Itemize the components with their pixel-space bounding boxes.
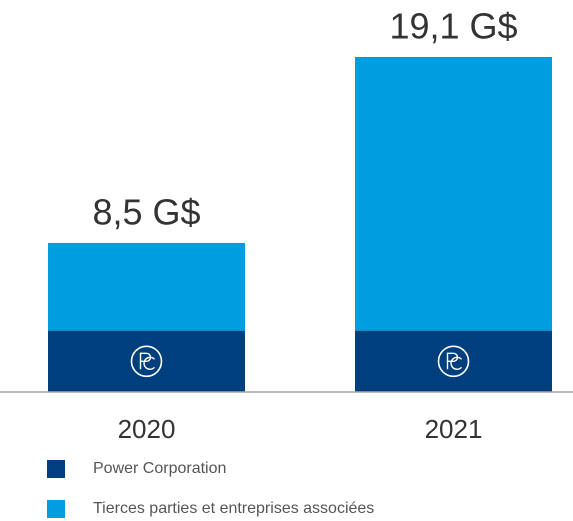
- logo-glyph: [139, 352, 156, 370]
- bar-segment: [355, 57, 552, 331]
- legend-label: Power Corporation: [93, 460, 226, 477]
- legend-swatch: [47, 500, 65, 518]
- legend-swatch: [47, 460, 65, 478]
- logo-ring: [130, 345, 163, 378]
- logo: [437, 345, 470, 378]
- x-tick-label: 2021: [425, 414, 483, 444]
- x-tick-label: 2020: [118, 414, 176, 444]
- total-label: 8,5 G$: [92, 191, 200, 232]
- logo-ring: [437, 345, 470, 378]
- bar-segment: [48, 242, 245, 331]
- logo-glyph: [446, 352, 463, 370]
- legend-label: Tierces parties et entreprises associées: [93, 500, 374, 517]
- total-label: 19,1 G$: [389, 6, 517, 47]
- logo: [130, 345, 163, 378]
